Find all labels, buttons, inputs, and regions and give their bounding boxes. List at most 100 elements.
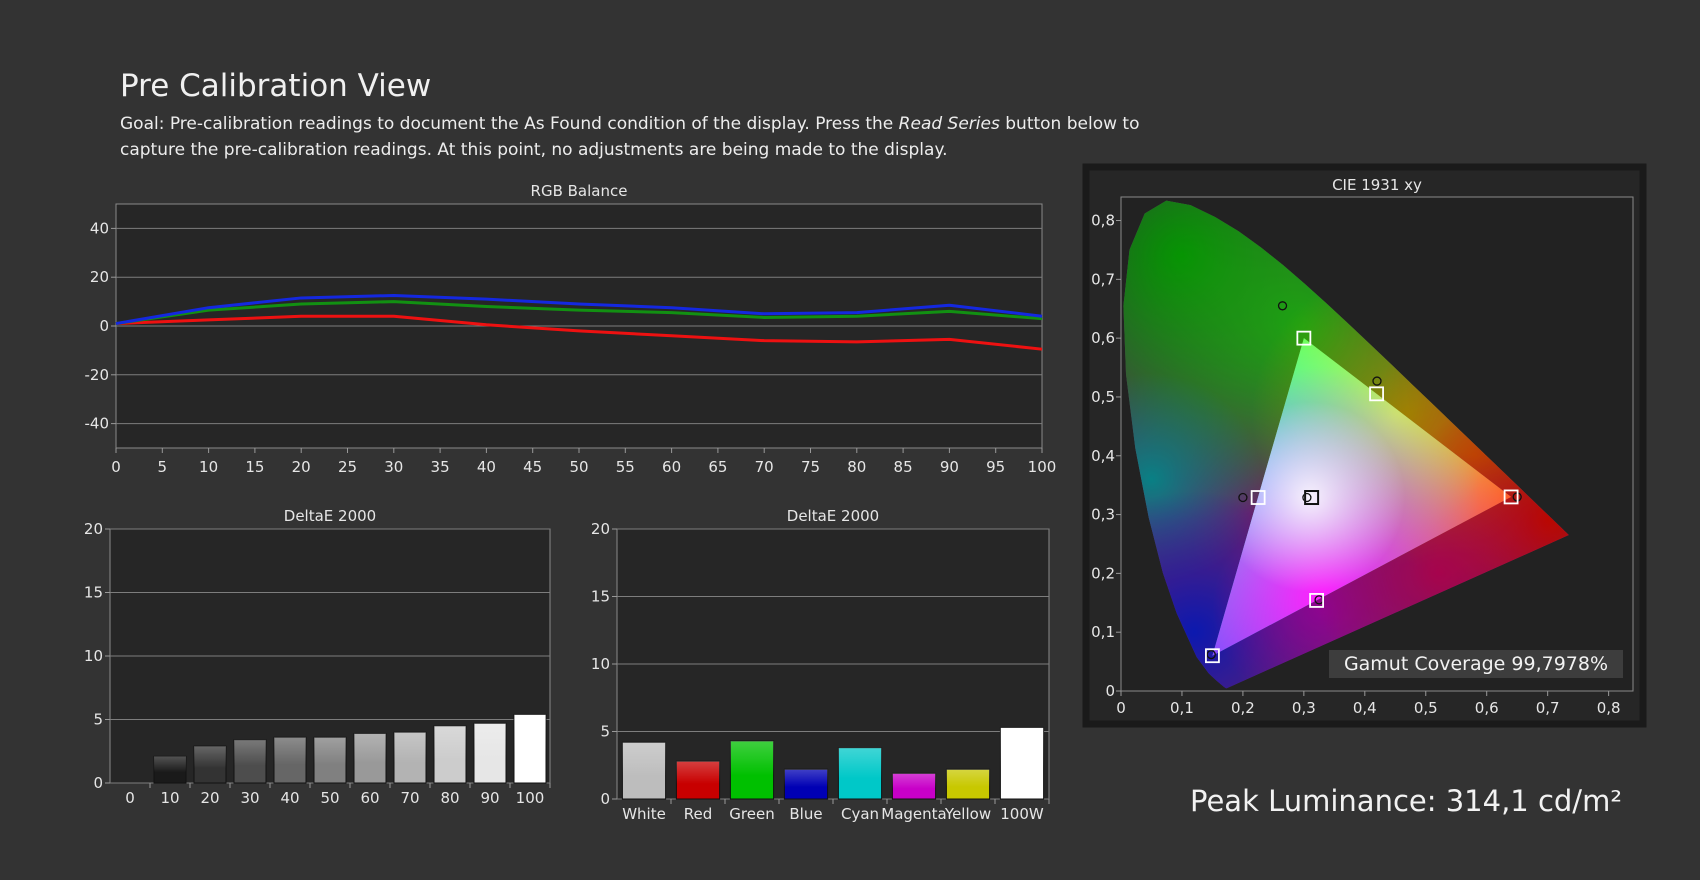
bar-highlight	[730, 740, 774, 799]
target-square	[1296, 330, 1312, 346]
x-tick-label: Yellow	[944, 805, 991, 823]
y-tick-label: 0	[93, 774, 103, 792]
x-tick-label: 70	[400, 789, 419, 807]
x-tick-label: 15	[245, 458, 264, 476]
y-tick-label: 40	[90, 219, 109, 237]
y-tick-label: -40	[85, 415, 110, 433]
y-tick-label: 0	[1105, 682, 1115, 700]
x-tick-label: 80	[847, 458, 866, 476]
y-tick-label: 15	[591, 588, 610, 606]
bar-highlight	[354, 733, 386, 783]
y-tick-label: 0,8	[1091, 212, 1115, 230]
bar-highlight	[514, 714, 546, 783]
x-tick-label: Red	[684, 805, 713, 823]
y-tick-label: 0,2	[1091, 564, 1115, 582]
series-line-0	[115, 314, 1043, 351]
bar-highlight	[622, 742, 666, 799]
x-tick-label: 0,5	[1414, 699, 1438, 717]
x-tick-label: 0,2	[1231, 699, 1255, 717]
x-tick-label: 0,3	[1292, 699, 1316, 717]
bar-highlight	[234, 739, 266, 783]
x-tick-label: Cyan	[841, 805, 879, 823]
x-tick-label: 30	[384, 458, 403, 476]
x-tick-label: 0	[125, 789, 135, 807]
y-tick-label: 5	[600, 723, 610, 741]
x-tick-label: 85	[894, 458, 913, 476]
x-tick-label: Blue	[789, 805, 822, 823]
x-tick-label: 80	[440, 789, 459, 807]
measured-point	[1277, 301, 1288, 311]
bar-highlight	[784, 769, 828, 799]
series-line-2	[115, 294, 1043, 326]
x-tick-label: 90	[480, 789, 499, 807]
bar-highlight	[194, 746, 226, 783]
y-tick-label: 20	[591, 520, 610, 538]
x-tick-label: 40	[280, 789, 299, 807]
measured-point	[1302, 492, 1312, 503]
y-tick-label: 0	[99, 317, 109, 335]
x-tick-label: 65	[708, 458, 727, 476]
x-tick-label: 35	[431, 458, 450, 476]
x-tick-label: 50	[569, 458, 588, 476]
target-square	[1369, 386, 1384, 402]
y-tick-label: -20	[85, 366, 110, 384]
target-square	[1250, 490, 1266, 505]
x-tick-label: 0,4	[1353, 699, 1377, 717]
chart-title: DeltaE 2000	[284, 507, 376, 525]
y-tick-label: 5	[93, 711, 103, 729]
chart-title: CIE 1931 xy	[1332, 176, 1422, 194]
goal-suffix: button below to capture the pre-calibrat…	[120, 114, 1140, 160]
x-tick-label: 100	[516, 789, 545, 807]
x-tick-label: White	[622, 805, 666, 823]
x-tick-label: 60	[360, 789, 379, 807]
y-tick-label: 0,5	[1091, 388, 1115, 406]
x-tick-label: 20	[200, 789, 219, 807]
rgb-balance-chart: RGB Balance 40 20 0 -20 -40 0 5 10 15 20 25 30 35 40 45…	[85, 182, 1057, 476]
bar-highlight	[676, 761, 720, 799]
x-tick-label: 25	[338, 458, 357, 476]
bar-highlight	[314, 737, 346, 783]
x-tick-label: 90	[940, 458, 959, 476]
y-tick-label: 0,7	[1091, 270, 1115, 288]
chart-title: RGB Balance	[531, 182, 628, 200]
y-tick-label: 0,6	[1091, 329, 1115, 347]
x-tick-label: 55	[616, 458, 635, 476]
y-tick-label: 20	[90, 268, 109, 286]
x-tick-label: 100W	[1000, 805, 1044, 823]
x-tick-label: 60	[662, 458, 681, 476]
target-square	[1309, 593, 1324, 608]
bar-highlight	[274, 737, 306, 783]
y-tick-label: 0,1	[1091, 623, 1115, 641]
y-tick-label: 0,3	[1091, 506, 1115, 524]
page-title: Pre Calibration View	[120, 68, 432, 104]
series-line-1	[115, 300, 1043, 326]
x-tick-label: 0	[111, 458, 121, 476]
x-tick-label: 95	[986, 458, 1005, 476]
y-tick-label: 10	[591, 655, 610, 673]
x-tick-label: 100	[1028, 458, 1057, 476]
x-tick-label: 50	[320, 789, 339, 807]
x-tick-label: 20	[292, 458, 311, 476]
x-tick-label: 0,1	[1170, 699, 1194, 717]
gamut-coverage-label: Gamut Coverage 99,7978%	[1329, 650, 1623, 678]
y-tick-label: 0,4	[1091, 447, 1115, 465]
target-square	[1205, 648, 1220, 664]
measured-point	[1372, 376, 1382, 386]
x-tick-label: 75	[801, 458, 820, 476]
bar-highlight	[394, 732, 426, 783]
bar-highlight	[946, 769, 990, 799]
bar-highlight	[154, 756, 186, 783]
cie-1931-chart: CIE 1931 xy 0 0,1 0,2 0,3 0,4 0,5 0,6 0,7 0,8 0,8 0…	[1082, 163, 1647, 728]
goal-text: Goal: Pre-calibration readings to docume…	[120, 111, 1150, 163]
x-tick-label: 30	[240, 789, 259, 807]
bar-highlight	[434, 725, 466, 783]
x-tick-label: Green	[729, 805, 774, 823]
target-square	[1503, 489, 1519, 505]
measured-point	[1206, 649, 1216, 660]
bar-highlight	[1000, 727, 1044, 799]
x-tick-label: 45	[523, 458, 542, 476]
goal-emphasis: Read Series	[898, 114, 1000, 134]
white-point-target	[1304, 490, 1320, 506]
